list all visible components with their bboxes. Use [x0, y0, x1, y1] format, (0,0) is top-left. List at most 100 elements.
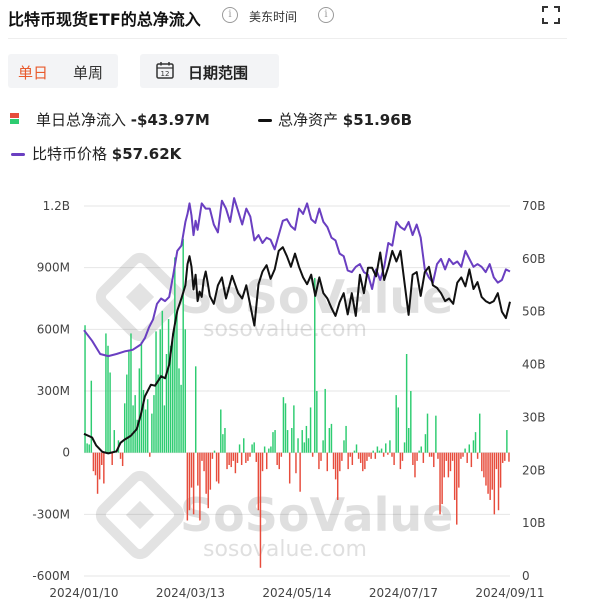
- net-inflow-bar[interactable]: [101, 452, 103, 465]
- net-inflow-bar[interactable]: [155, 331, 157, 453]
- net-inflow-bar[interactable]: [359, 452, 362, 463]
- net-inflow-bar[interactable]: [495, 452, 498, 470]
- net-inflow-bar[interactable]: [353, 450, 356, 453]
- net-inflow-bar[interactable]: [94, 452, 97, 476]
- net-inflow-bar[interactable]: [410, 391, 412, 453]
- net-inflow-bar[interactable]: [288, 452, 291, 484]
- net-inflow-bar[interactable]: [485, 452, 487, 486]
- net-inflow-bar[interactable]: [330, 423, 333, 453]
- net-inflow-bar[interactable]: [188, 452, 191, 511]
- net-inflow-bar[interactable]: [428, 452, 431, 457]
- net-inflow-bar[interactable]: [405, 354, 408, 453]
- net-inflow-bar[interactable]: [318, 452, 320, 470]
- net-inflow-bar[interactable]: [161, 310, 164, 453]
- net-inflow-bar[interactable]: [458, 452, 460, 488]
- net-inflow-bar[interactable]: [336, 452, 339, 500]
- net-inflow-bar[interactable]: [136, 419, 138, 453]
- net-inflow-bar[interactable]: [151, 413, 153, 453]
- net-inflow-bar[interactable]: [205, 452, 207, 494]
- net-inflow-bar[interactable]: [395, 395, 397, 453]
- net-inflow-bar[interactable]: [291, 428, 293, 453]
- date-range-button[interactable]: 12 日期范围: [140, 54, 279, 88]
- net-inflow-bar[interactable]: [128, 349, 130, 453]
- net-inflow-bar[interactable]: [468, 444, 471, 453]
- net-inflow-bar[interactable]: [103, 452, 105, 484]
- net-inflow-bar[interactable]: [144, 409, 147, 453]
- net-inflow-bar[interactable]: [316, 391, 318, 453]
- net-inflow-bar[interactable]: [197, 452, 199, 486]
- net-inflow-bar[interactable]: [157, 374, 159, 453]
- net-inflow-bar[interactable]: [462, 452, 464, 457]
- net-inflow-bar[interactable]: [407, 428, 410, 453]
- net-inflow-bar[interactable]: [347, 452, 349, 470]
- net-inflow-bar[interactable]: [276, 452, 278, 465]
- net-inflow-bar[interactable]: [397, 407, 400, 453]
- net-inflow-bar[interactable]: [105, 333, 107, 453]
- net-inflow-bar[interactable]: [167, 319, 170, 453]
- net-inflow-bar[interactable]: [153, 395, 155, 453]
- net-inflow-bar[interactable]: [293, 405, 295, 453]
- net-inflow-bar[interactable]: [297, 438, 299, 453]
- net-inflow-bar[interactable]: [130, 333, 132, 453]
- net-inflow-bar[interactable]: [487, 452, 489, 494]
- net-inflow-bar[interactable]: [284, 403, 287, 453]
- net-inflow-bar[interactable]: [368, 452, 370, 457]
- net-inflow-bar[interactable]: [303, 442, 306, 453]
- net-inflow-bar[interactable]: [433, 452, 435, 468]
- net-inflow-bar[interactable]: [280, 452, 283, 457]
- net-inflow-bar[interactable]: [362, 452, 364, 472]
- net-inflow-bar[interactable]: [435, 415, 437, 453]
- net-inflow-bar[interactable]: [441, 452, 443, 505]
- timezone-info-icon[interactable]: i: [318, 7, 334, 23]
- net-inflow-bar[interactable]: [201, 452, 203, 461]
- net-inflow-bar[interactable]: [506, 430, 508, 453]
- net-inflow-bar[interactable]: [299, 452, 301, 492]
- net-inflow-bar[interactable]: [92, 452, 95, 472]
- net-inflow-bar[interactable]: [491, 452, 493, 490]
- legend-item-total-assets[interactable]: 总净资产 $51.96B: [278, 109, 412, 130]
- net-inflow-bar[interactable]: [247, 452, 249, 461]
- net-inflow-bar[interactable]: [146, 399, 149, 453]
- net-inflow-bar[interactable]: [240, 452, 243, 465]
- net-inflow-bar[interactable]: [113, 430, 116, 453]
- net-inflow-bar[interactable]: [309, 407, 312, 453]
- net-inflow-bar[interactable]: [86, 443, 88, 453]
- legend-item-btc-price[interactable]: 比特币价格 $57.62K: [32, 143, 181, 164]
- net-inflow-bar[interactable]: [199, 452, 201, 521]
- net-inflow-bar[interactable]: [334, 452, 337, 480]
- net-inflow-bar[interactable]: [341, 452, 343, 461]
- net-inflow-bar[interactable]: [211, 452, 214, 459]
- net-inflow-bar[interactable]: [389, 440, 391, 453]
- net-inflow-bar[interactable]: [311, 452, 314, 457]
- net-inflow-bar[interactable]: [504, 452, 506, 461]
- net-inflow-bar[interactable]: [437, 452, 439, 459]
- net-inflow-bar[interactable]: [366, 452, 368, 461]
- net-inflow-bar[interactable]: [180, 384, 182, 453]
- net-inflow-bar[interactable]: [443, 452, 445, 478]
- net-inflow-bar[interactable]: [163, 405, 166, 453]
- net-inflow-bar[interactable]: [399, 452, 402, 470]
- net-inflow-bar[interactable]: [251, 444, 253, 453]
- net-inflow-bar[interactable]: [232, 452, 235, 461]
- net-inflow-bar[interactable]: [96, 452, 99, 494]
- net-inflow-bar[interactable]: [226, 452, 228, 470]
- net-inflow-bar[interactable]: [343, 440, 345, 453]
- net-inflow-bar[interactable]: [453, 452, 456, 500]
- net-inflow-bar[interactable]: [351, 452, 354, 465]
- net-inflow-bar[interactable]: [132, 405, 134, 453]
- net-inflow-bar[interactable]: [382, 452, 385, 457]
- net-inflow-bar[interactable]: [190, 452, 193, 488]
- net-inflow-bar[interactable]: [220, 409, 222, 453]
- net-inflow-bar[interactable]: [174, 257, 176, 453]
- net-inflow-bar[interactable]: [414, 452, 416, 478]
- net-inflow-bar[interactable]: [322, 440, 324, 453]
- net-inflow-bar[interactable]: [261, 452, 264, 472]
- btc-price-line[interactable]: [83, 197, 511, 358]
- net-inflow-bar[interactable]: [470, 452, 473, 468]
- net-inflow-bar[interactable]: [109, 372, 111, 453]
- net-inflow-bar[interactable]: [357, 452, 360, 459]
- net-inflow-bar[interactable]: [483, 452, 485, 478]
- net-inflow-bar[interactable]: [508, 452, 510, 462]
- net-inflow-bar[interactable]: [345, 425, 347, 453]
- net-inflow-bar[interactable]: [295, 452, 297, 474]
